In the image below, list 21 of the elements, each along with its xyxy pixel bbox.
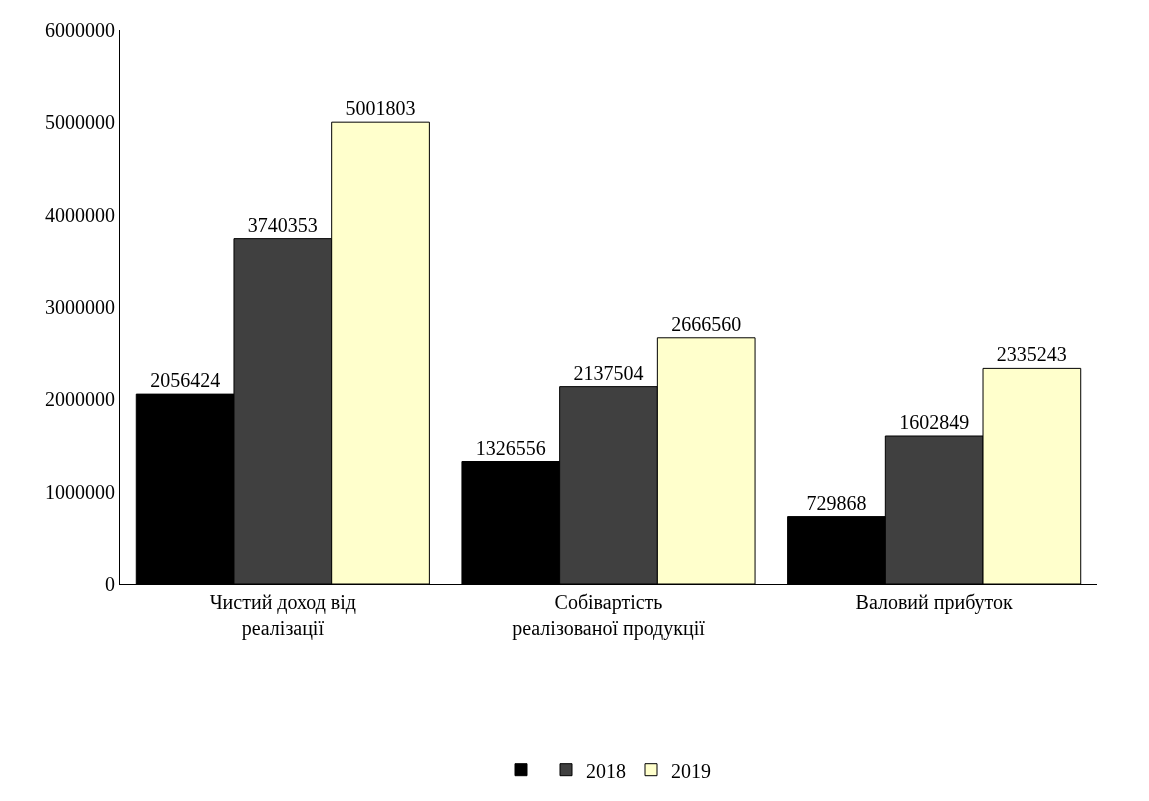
data-label: 5001803 [345,97,416,120]
data-label: 1602849 [899,411,970,433]
y-tick-label: 5000000 [45,111,115,134]
legend-label: 2018 [586,759,626,782]
y-tick-label: 4000000 [45,203,115,226]
y-tick-label: 0 [105,573,115,595]
data-label: 729868 [806,491,867,514]
data-label: 2056424 [150,369,221,392]
data-label: 3740353 [247,213,318,236]
x-tick-label: Чистий доход від реалізації [209,591,357,640]
data-label: 2335243 [996,343,1067,366]
x-tick-label: Собівартість реалізованої продукції [512,591,706,640]
x-tick-label: Валовий прибуток [855,591,1014,614]
data-label: 2137504 [573,361,644,384]
data-label: 2666560 [671,312,742,335]
y-tick-label: 3000000 [45,296,115,318]
legend-label: 2019 [671,759,711,782]
data-label: 1326556 [475,436,546,459]
y-tick-label: 2000000 [45,388,115,411]
y-tick-label: 1000000 [45,480,115,503]
y-tick-label: 6000000 [45,19,115,41]
